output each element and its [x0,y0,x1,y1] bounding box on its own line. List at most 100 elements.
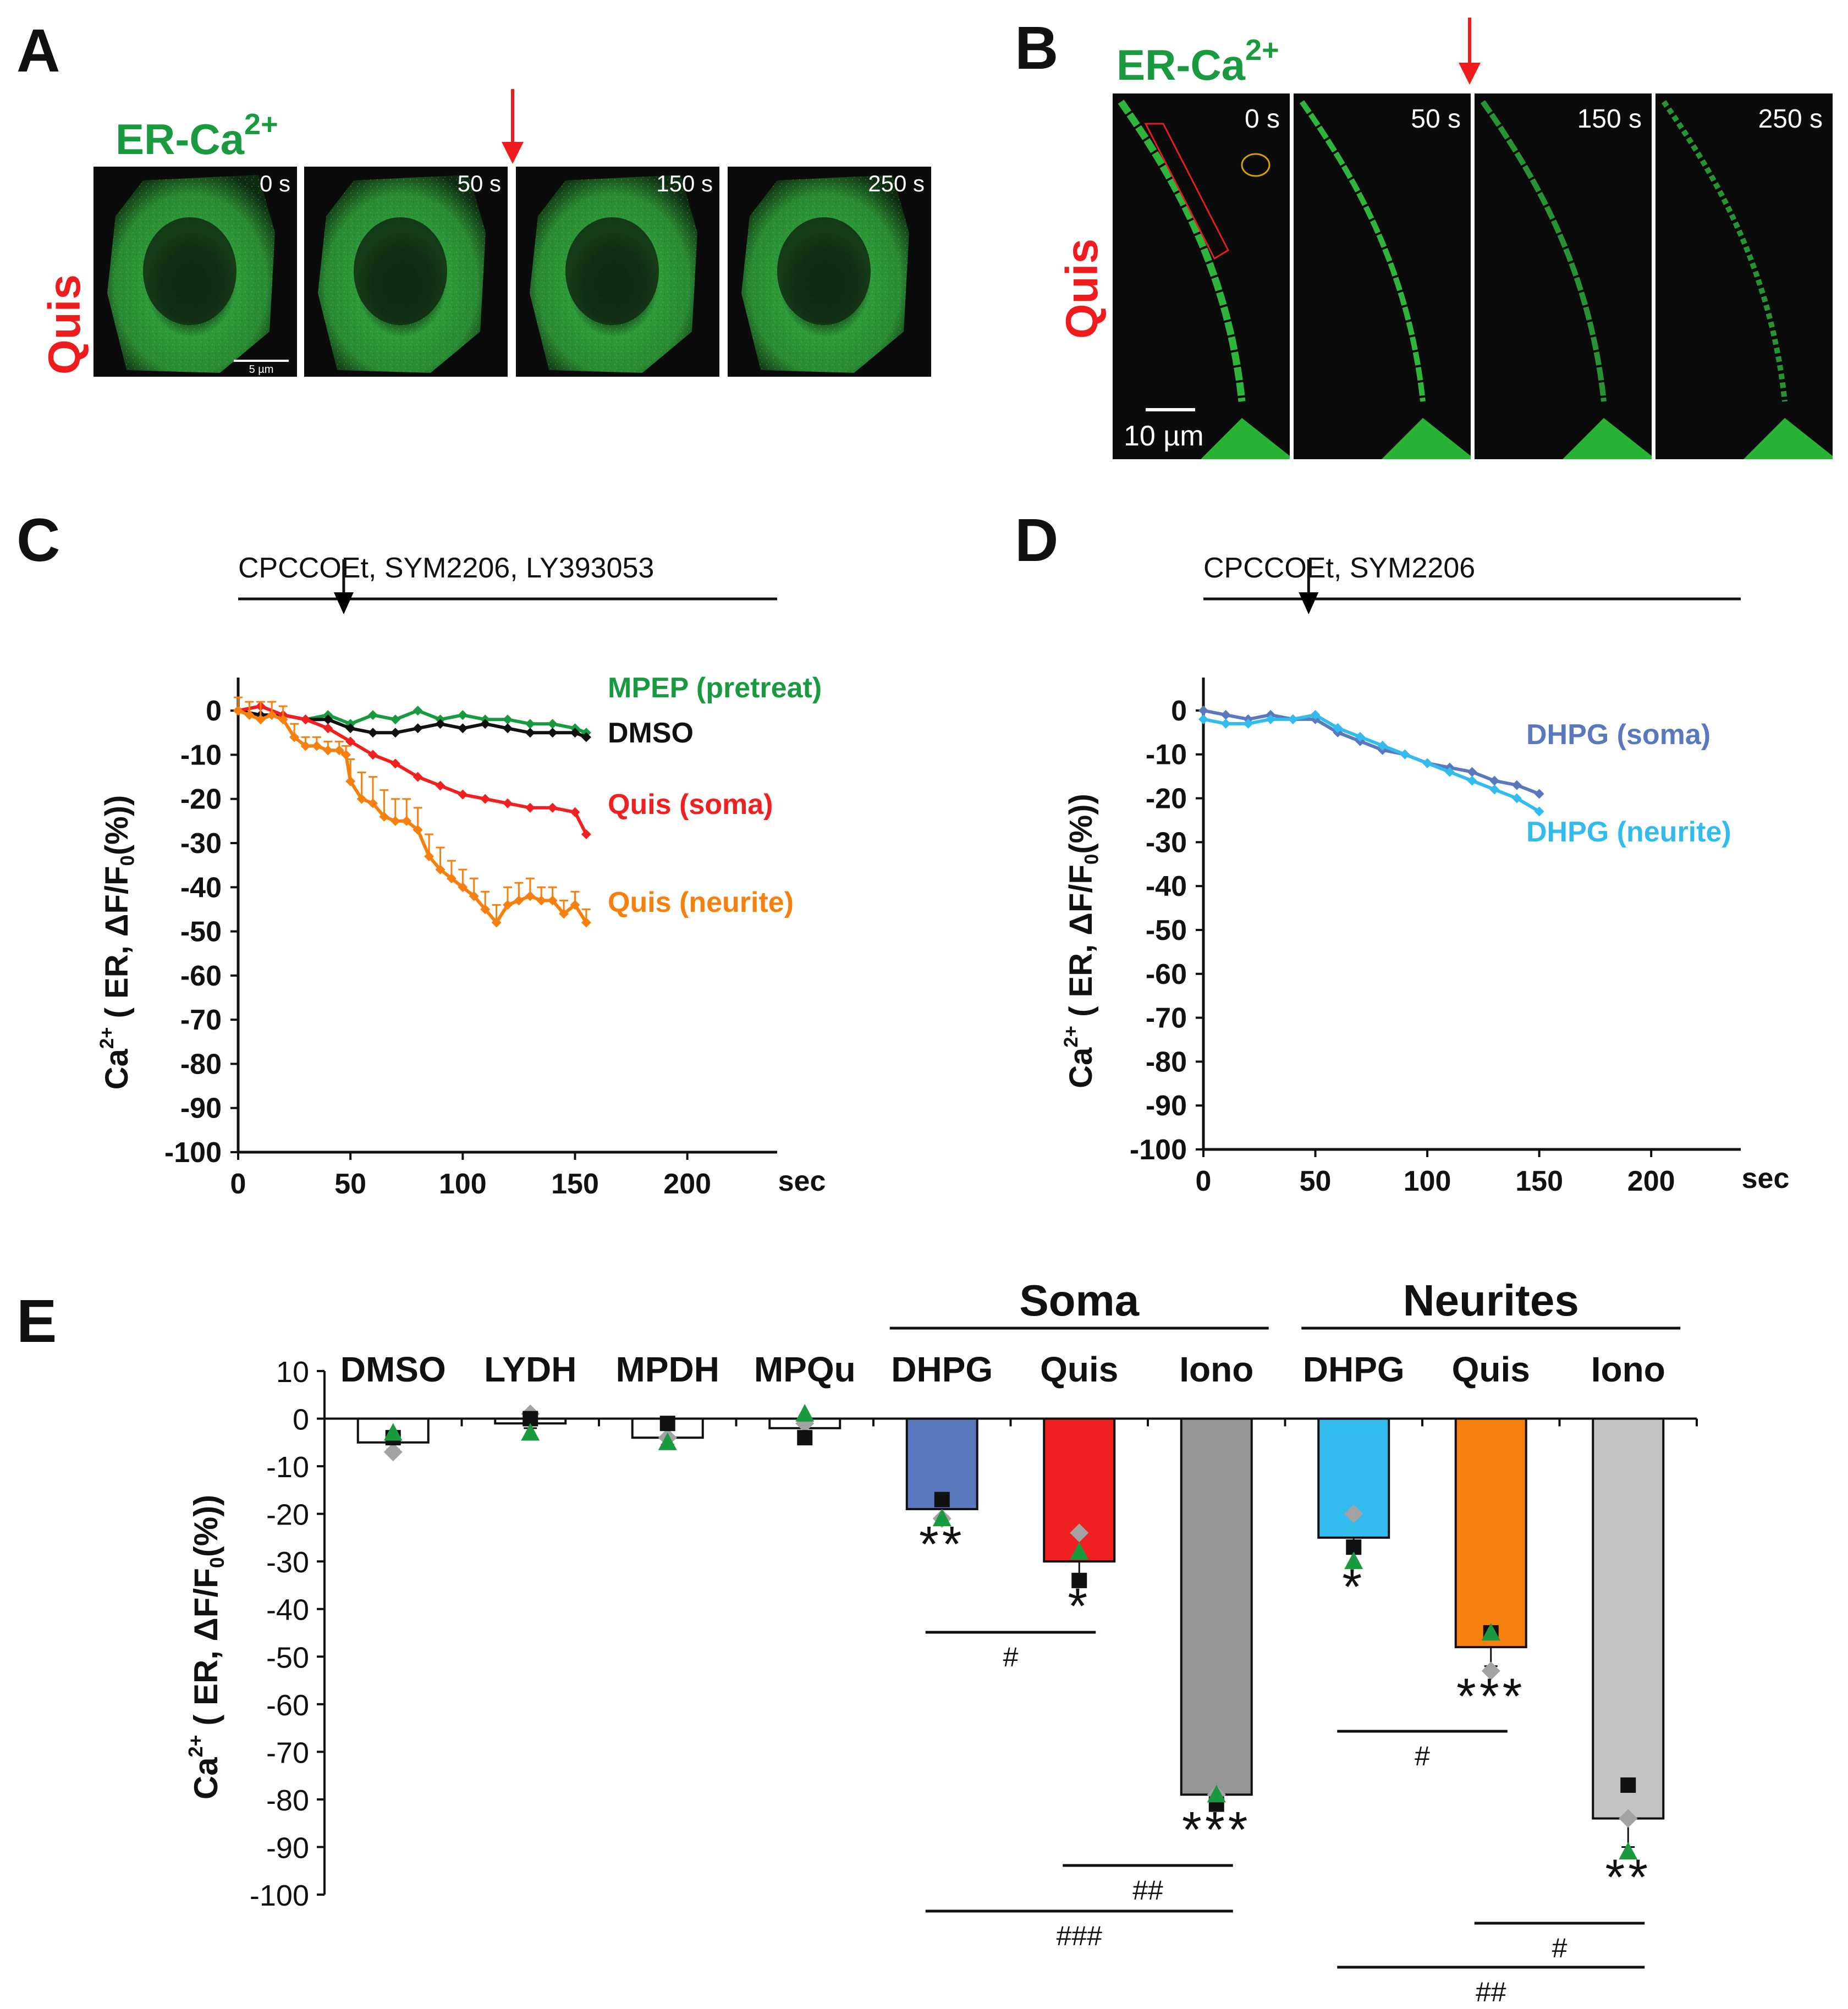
panel-a-probe-label: ER-Ca2+ [116,108,278,163]
data-point [1489,784,1500,795]
timepoint-label: 150 s [1577,104,1642,134]
series-dhpg-neurite- [1198,709,1544,817]
x-axis-label: sec [778,1165,826,1197]
ylabel-part: ( ER, ΔF/F [1063,865,1099,1026]
nucleus [354,217,447,325]
category-label: DMSO [340,1350,446,1389]
data-point [1198,705,1208,715]
data-point [503,714,513,725]
x-tick-label: 150 [1515,1165,1563,1197]
comparison-label: # [1552,1933,1568,1963]
panel-a-frame: 50 s [304,167,508,377]
data-point [514,895,524,906]
series-quis-neurite- [233,696,591,928]
stimulus-arrow-head [1299,592,1319,614]
data-point [581,917,591,928]
timepoint-label: 250 s [868,170,925,196]
nucleus [143,217,237,325]
data-point [345,723,356,734]
x-tick-label: 100 [439,1168,487,1200]
category-label: LYDH [484,1350,576,1389]
panel-d-letter: D [1015,507,1058,574]
data-point [1534,789,1544,799]
significance-stars: ** [919,1516,965,1572]
data-point [480,719,491,729]
category-label: DHPG [891,1350,993,1389]
data-point [1333,723,1343,733]
data-point [1400,749,1410,759]
data-point [547,802,558,813]
data-point [525,719,535,729]
ylabel-part: ( ER, ΔF/F [188,1568,224,1735]
bar [1454,1417,1527,1648]
data-point [536,895,547,906]
data-point [345,736,356,747]
ylabel-part: 2+ [96,1027,118,1049]
category-label: Quis [1040,1350,1118,1389]
x-tick-label: 200 [663,1168,711,1200]
data-point [368,798,378,808]
x-axis-label: sec [1742,1163,1790,1195]
data-point [1377,740,1388,751]
data-point [581,732,591,742]
panel-a-frame: 250 s [728,167,931,377]
y-tick-label: -80 [1146,1046,1187,1078]
data-point [1355,731,1365,742]
bar [1592,1417,1665,1820]
data-point-diamond [1619,1809,1638,1828]
y-tick-label: -90 [266,1831,309,1864]
data-point [503,723,513,734]
panel-e: E 10 0 -10 -20 -30 -40 -50 -60 -70 -80 -90 -100 Ca2+… [16,1276,1698,2007]
panel-a-frame: 150 s [516,167,719,377]
ylabel-part: ( ER, ΔF/F [99,866,135,1027]
comparison-label: # [1003,1642,1019,1672]
data-point-diamond [1070,1523,1089,1543]
y-tick-label: -20 [180,784,222,816]
data-point [570,807,580,817]
data-point [1511,793,1522,803]
data-point [323,745,333,756]
data-point [570,900,580,910]
data-point [402,816,412,826]
panel-b-arrow [1459,18,1481,85]
data-point [390,728,400,738]
ylabel-part: 0 [206,1557,228,1568]
data-point-diamond [383,1443,403,1462]
data-point [300,714,311,725]
y-axis-label: Ca2+ ( ER, ΔF/F0(%)) [1060,794,1103,1088]
group-label: Soma [1019,1276,1139,1325]
soma-edge [1201,418,1290,459]
y-tick-label: -100 [1130,1134,1187,1166]
y-tick-label: -90 [1146,1090,1187,1122]
series-dhpg-soma- [1198,705,1544,799]
data-point [458,882,468,893]
ylabel-part: (%)) [99,795,135,856]
stimulus-arrow-head [333,592,354,614]
scale-bar-label: 5 µm [249,364,274,376]
comparison-label: ### [1057,1920,1103,1951]
y-tick-label: -50 [180,916,222,948]
timepoint-label: 50 s [1411,104,1461,134]
y-tick-label: 0 [206,695,222,727]
data-point [1198,714,1208,724]
x-tick-label: 0 [1196,1165,1212,1197]
y-tick-label: -10 [180,739,222,771]
panel-e-letter: E [16,1287,57,1355]
y-tick-label: -20 [1146,783,1187,815]
data-point [547,895,558,906]
y-tick-label: -70 [266,1736,309,1769]
series-annotation: Quis (neurite) [608,887,794,918]
data-point-triangle [795,1403,815,1422]
group-label: Neurites [1403,1276,1579,1325]
data-point [435,865,446,875]
panel-b-condition: Quis [1057,239,1107,339]
panel-b-frame: 250 s [1656,93,1833,459]
data-point-triangle [1207,1785,1226,1803]
y-tick-label: 0 [1171,695,1187,727]
ylabel-part: 2+ [184,1735,207,1757]
panel-b-frame: 0 s 10 µm [1113,93,1290,459]
data-point [368,710,378,720]
data-point [1489,775,1500,786]
neurite [1480,100,1607,402]
x-tick-label: 50 [334,1168,366,1200]
